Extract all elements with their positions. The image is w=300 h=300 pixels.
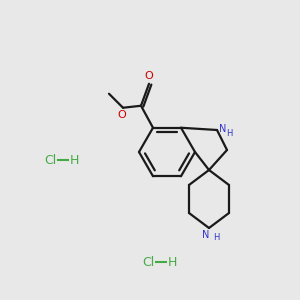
Text: N: N <box>219 124 226 134</box>
Text: O: O <box>118 110 126 120</box>
Text: H: H <box>226 128 232 137</box>
Text: H: H <box>213 233 219 242</box>
Text: H: H <box>69 154 79 166</box>
Text: Cl: Cl <box>142 256 154 268</box>
Text: N: N <box>202 230 210 240</box>
Text: O: O <box>145 71 153 81</box>
Text: H: H <box>167 256 177 268</box>
Text: Cl: Cl <box>44 154 56 166</box>
